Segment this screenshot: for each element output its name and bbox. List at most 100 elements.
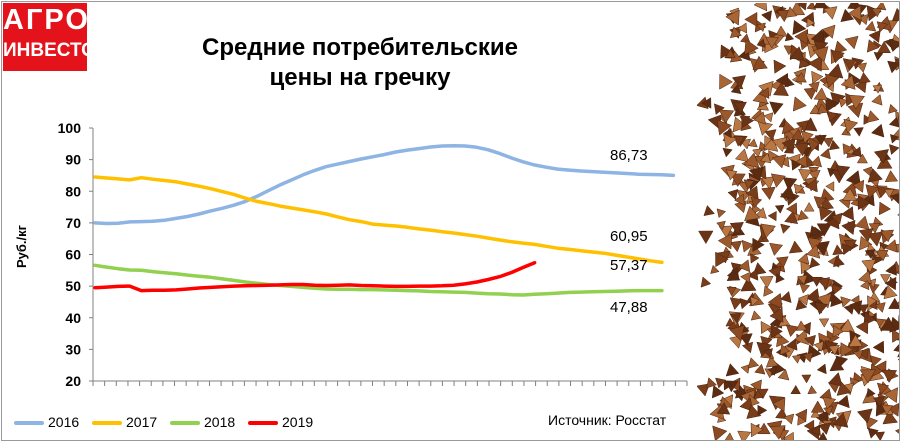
buckwheat-grain (877, 382, 890, 395)
y-tick-label: 20 (65, 373, 81, 389)
buckwheat-grain (887, 403, 899, 417)
buckwheat-grain (885, 263, 897, 276)
legend-swatch-2016 (14, 421, 44, 425)
y-tick-label: 80 (65, 183, 81, 199)
agroinvestor-logo: АГРО ИНВЕСТОР (3, 3, 109, 71)
buckwheat-grain (792, 96, 807, 112)
buckwheat-grain (893, 344, 899, 352)
buckwheat-grain (828, 139, 840, 151)
buckwheat-grain (808, 55, 823, 72)
buckwheat-grain (748, 138, 758, 148)
buckwheat-grain (737, 430, 752, 440)
buckwheat-grain (710, 265, 720, 274)
buckwheat-grain (865, 184, 880, 199)
buckwheat-grain (819, 318, 830, 328)
buckwheat-grain (840, 74, 856, 90)
logo-line-1: АГРО (3, 4, 90, 36)
buckwheat-grain (814, 302, 828, 315)
buckwheat-grain (795, 298, 808, 311)
buckwheat-grain (718, 233, 733, 250)
buckwheat-grain (750, 253, 760, 264)
buckwheat-grain (760, 152, 772, 164)
buckwheat-grain (873, 396, 885, 407)
buckwheat-grain (785, 324, 799, 337)
buckwheat-grain (743, 152, 760, 168)
buckwheat-grain (868, 30, 881, 43)
buckwheat-grain (783, 413, 795, 425)
buckwheat-grain (865, 20, 877, 32)
buckwheat-grain (857, 304, 869, 315)
buckwheat-grain (718, 109, 734, 124)
buckwheat-grain (733, 101, 747, 114)
buckwheat-grain (862, 389, 878, 404)
buckwheat-grain (876, 21, 888, 33)
buckwheat-grain (871, 7, 882, 18)
buckwheat-grain (799, 283, 810, 294)
buckwheat-grain (732, 116, 748, 133)
buckwheat-grain (835, 165, 851, 179)
buckwheat-grain (809, 104, 821, 115)
buckwheat-grain (883, 387, 898, 403)
buckwheat-grain (813, 3, 828, 9)
buckwheat-grain (809, 257, 821, 269)
buckwheat-grain (798, 294, 809, 306)
buckwheat-grain (889, 144, 899, 155)
buckwheat-grain (756, 38, 766, 48)
buckwheat-grain (716, 220, 726, 230)
buckwheat-grain (758, 87, 770, 99)
buckwheat-grain (832, 244, 844, 256)
buckwheat-grain (769, 425, 786, 440)
buckwheat-grain (872, 340, 885, 354)
buckwheat-grain (729, 297, 743, 310)
buckwheat-grain (810, 155, 822, 168)
buckwheat-grain (706, 377, 717, 389)
buckwheat-grain (773, 82, 789, 96)
buckwheat-grain (852, 179, 865, 193)
buckwheat-grain (765, 355, 779, 368)
buckwheat-grain (701, 97, 712, 109)
buckwheat-grain (801, 130, 814, 144)
buckwheat-grain (740, 364, 750, 374)
buckwheat-grain (897, 353, 899, 358)
buckwheat-grain (730, 84, 742, 94)
buckwheat-grain (840, 342, 854, 358)
buckwheat-grain (764, 129, 777, 141)
buckwheat-grain (828, 345, 840, 356)
legend-label-2016: 2016 (48, 414, 80, 430)
buckwheat-grain (757, 404, 768, 416)
buckwheat-grain (797, 3, 807, 11)
buckwheat-grain (772, 397, 786, 412)
buckwheat-grain (817, 103, 829, 114)
buckwheat-grain (797, 274, 808, 285)
buckwheat-grain (770, 173, 786, 188)
buckwheat-grain (726, 286, 737, 296)
data-label-2016: 86,73 (610, 147, 648, 164)
buckwheat-grain (857, 408, 873, 424)
buckwheat-grain (737, 22, 748, 34)
buckwheat-grain (884, 277, 897, 291)
buckwheat-grain (741, 113, 754, 128)
buckwheat-grain (785, 6, 798, 18)
buckwheat-grain (768, 293, 783, 309)
buckwheat-grain (889, 117, 899, 128)
series-line-2016 (93, 143, 676, 226)
buckwheat-grain (848, 94, 865, 110)
buckwheat-grain (813, 87, 828, 101)
buckwheat-grain (882, 369, 897, 383)
buckwheat-grain (781, 137, 796, 153)
buckwheat-grain (775, 273, 785, 284)
buckwheat-grain (723, 380, 733, 391)
buckwheat-grain (880, 274, 891, 284)
buckwheat-grain (712, 425, 728, 440)
buckwheat-grain (833, 255, 845, 267)
buckwheat-grain (841, 206, 854, 221)
chart-title-line-2: цены на гречку (269, 64, 451, 91)
buckwheat-grain (896, 114, 899, 126)
buckwheat-grain (867, 168, 883, 183)
buckwheat-grain (831, 49, 845, 64)
buckwheat-grain (793, 183, 805, 195)
buckwheat-grain (763, 285, 774, 297)
legend-swatch-2019 (248, 421, 278, 425)
buckwheat-grain (802, 352, 814, 363)
buckwheat-grain (866, 5, 882, 22)
